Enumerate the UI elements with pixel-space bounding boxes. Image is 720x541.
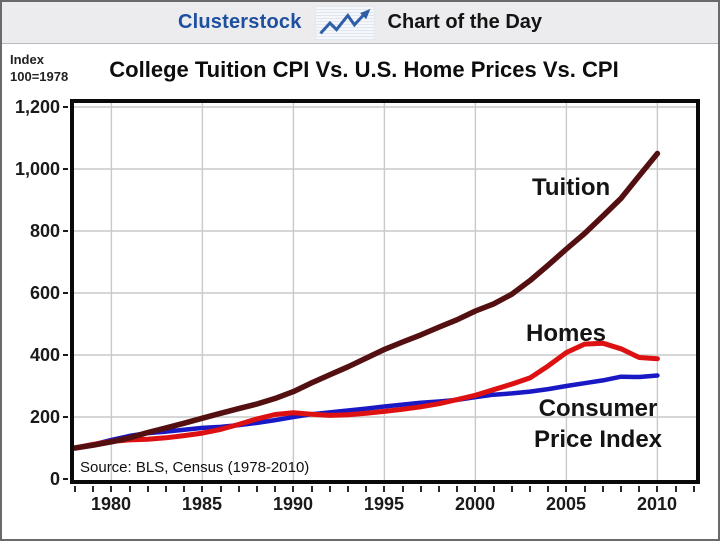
y-axis-tick: 400 xyxy=(2,345,68,365)
x-axis-tick-mark xyxy=(110,486,112,492)
x-axis-tick-mark xyxy=(693,486,695,492)
y-axis-tick-label: 200 xyxy=(29,406,60,427)
x-axis-tick-label: 2005 xyxy=(545,494,587,514)
series-line-homes xyxy=(74,340,660,451)
header-bar: Clusterstock Chart of the Day xyxy=(2,2,718,44)
series-line-consumer-price-index xyxy=(74,373,660,451)
series-label-homes: Homes xyxy=(526,320,607,347)
y-axis-tick-label: 1,200 xyxy=(14,96,60,117)
clusterstock-logo: Clusterstock xyxy=(177,11,302,33)
line-chart-arrow-icon xyxy=(314,5,375,40)
x-axis-tick-mark xyxy=(329,486,331,492)
y-axis-tick: 800 xyxy=(2,221,68,241)
x-axis-tick-mark xyxy=(656,486,658,492)
index-note-line2: 100=1978 xyxy=(10,68,69,84)
y-axis-tick: 1,000 xyxy=(2,159,68,179)
x-axis-tick-mark xyxy=(529,486,531,492)
x-axis-tick-mark xyxy=(365,486,367,492)
x-axis-tick-label: 1990 xyxy=(272,494,314,514)
x-axis-tick-mark xyxy=(129,486,131,492)
x-axis-tick-label: 1985 xyxy=(181,494,223,514)
x-axis-tick-mark xyxy=(201,486,203,492)
x-axis-tick-mark xyxy=(620,486,622,492)
x-axis-tick-label: 1980 xyxy=(90,494,132,514)
plot-canvas xyxy=(74,103,696,480)
x-axis-tick-mark xyxy=(584,486,586,492)
y-axis-tick-mark xyxy=(63,292,68,294)
x-axis-tick-mark xyxy=(602,486,604,492)
x-axis-tick-mark xyxy=(238,486,240,492)
y-axis-tick: 0 xyxy=(2,469,68,489)
series-line-tuition xyxy=(74,150,661,451)
series-label-consumer-price-index: Consumer Price Index xyxy=(503,394,693,455)
index-base-note: Index 100=1978 xyxy=(10,52,68,86)
y-axis-tick: 200 xyxy=(2,407,68,427)
x-axis-tick-mark xyxy=(347,486,349,492)
x-axis-tick-mark xyxy=(274,486,276,492)
y-axis-tick-mark xyxy=(63,416,68,418)
y-axis-tick-label: 800 xyxy=(29,220,60,241)
x-axis-tick-mark xyxy=(402,486,404,492)
y-axis-tick-label: 0 xyxy=(49,468,60,489)
x-axis-tick-mark xyxy=(638,486,640,492)
y-axis-tick-label: 400 xyxy=(29,344,60,365)
x-axis-tick-mark xyxy=(493,486,495,492)
x-axis-tick-mark xyxy=(511,486,513,492)
plot-area xyxy=(70,99,700,484)
x-axis-tick-mark xyxy=(420,486,422,492)
x-axis-tick-mark xyxy=(438,486,440,492)
source-note: Source: BLS, Census (1978-2010) xyxy=(80,459,310,476)
x-axis-tick-mark xyxy=(311,486,313,492)
y-axis-tick-label: 600 xyxy=(29,282,60,303)
x-axis-tick-mark xyxy=(147,486,149,492)
y-axis-tick-mark xyxy=(63,230,68,232)
y-axis-tick-mark xyxy=(63,354,68,356)
y-axis-tick: 600 xyxy=(2,283,68,303)
y-axis-tick-label: 1,000 xyxy=(14,158,60,179)
cpi-label-line1: Consumer xyxy=(538,395,658,422)
cpi-label-line2: Price Index xyxy=(533,425,663,453)
x-axis-tick-mark xyxy=(474,486,476,492)
x-axis-tick-mark xyxy=(565,486,567,492)
x-axis-tick-mark xyxy=(220,486,222,492)
x-axis-tick-mark xyxy=(256,486,258,492)
x-axis-tick-label: 2000 xyxy=(454,494,496,514)
x-axis-tick-mark xyxy=(547,486,549,492)
y-axis-tick-mark xyxy=(63,106,68,108)
x-axis-tick-mark xyxy=(74,486,76,492)
y-axis-tick-mark xyxy=(63,168,68,170)
index-note-line1: Index xyxy=(10,52,44,67)
x-axis-tick-mark xyxy=(383,486,385,492)
x-axis-tick-mark xyxy=(92,486,94,492)
x-axis-tick-mark xyxy=(183,486,185,492)
series-label-tuition: Tuition xyxy=(532,174,611,201)
x-axis-tick-label: 1995 xyxy=(363,494,405,514)
x-axis-tick-mark xyxy=(456,486,458,492)
x-axis-tick-mark xyxy=(292,486,294,492)
x-axis-tick-mark xyxy=(165,486,167,492)
chart-title: College Tuition CPI Vs. U.S. Home Prices… xyxy=(109,57,619,82)
x-axis-tick-mark xyxy=(675,486,677,492)
chart-of-the-day-label: Chart of the Day xyxy=(387,11,543,33)
y-axis-tick-mark xyxy=(63,478,68,480)
x-axis-tick-label: 2010 xyxy=(636,494,678,514)
y-axis-tick: 1,200 xyxy=(2,97,68,117)
